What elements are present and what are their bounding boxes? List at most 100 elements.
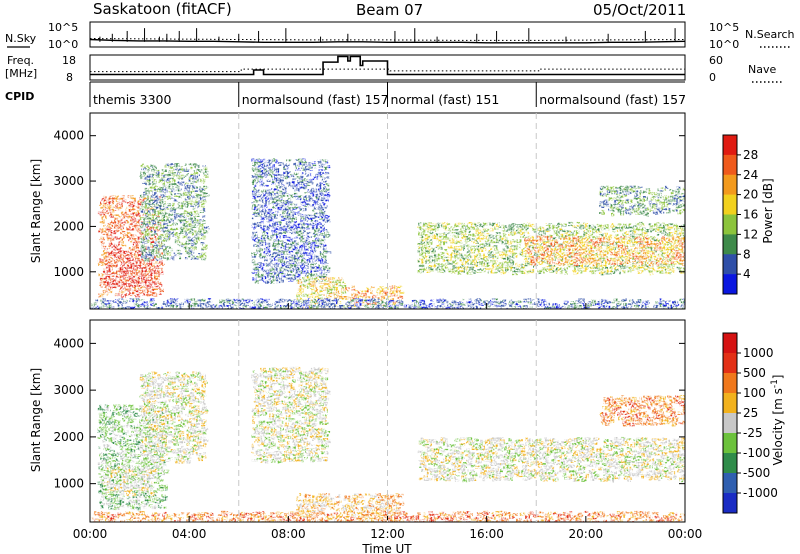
heatmap-cell [179,256,182,260]
heatmap-cell [382,296,386,299]
heatmap-cell [538,258,544,261]
heatmap-cell [157,253,161,256]
heatmap-cell [623,267,627,270]
heatmap-cell [621,269,627,272]
heatmap-cell [619,249,623,254]
heatmap-cell [130,252,133,256]
heatmap-cell [113,244,118,248]
heatmap-cell [301,226,305,230]
heatmap-cell [477,222,480,225]
heatmap-cell [294,159,300,161]
heatmap-cell [515,262,518,267]
heatmap-cell [565,230,570,233]
heatmap-cell [327,284,333,289]
heatmap-cell [273,249,279,251]
heatmap-cell [154,276,160,281]
heatmap-cell [299,182,302,185]
heatmap-cell [323,279,328,283]
heatmap-cell [472,258,476,261]
heatmap-cell [193,170,196,172]
heatmap-cell [427,229,431,233]
heatmap-cell [571,251,574,254]
heatmap-cell [172,222,178,226]
heatmap-cell [356,293,362,296]
heatmap-cell [321,159,328,163]
heatmap-cell [519,228,522,232]
heatmap-cell [516,267,520,270]
heatmap-cell [308,204,313,207]
heatmap-cell [119,226,124,229]
heatmap-cell [126,202,130,204]
heatmap-cell [297,279,303,282]
heatmap-cell [552,257,557,260]
heatmap-cell [665,254,669,257]
heatmap-cell [114,196,117,201]
heatmap-cell [625,190,630,195]
heatmap-cell [113,199,119,202]
heatmap-cell [292,185,296,190]
heatmap-cell [120,221,126,225]
heatmap-cell [100,237,104,240]
heatmap-cell [118,270,124,273]
heatmap-cell [201,220,206,224]
heatmap-cell [187,239,194,244]
heatmap-cell [288,252,291,255]
heatmap-cell [311,266,317,270]
heatmap-cell [273,270,279,273]
heatmap-cell [568,259,573,262]
heatmap-cell [319,259,325,262]
heatmap-cell [183,226,187,231]
heatmap-cell [129,216,135,219]
heatmap-cell [423,255,430,258]
heatmap-cell [503,234,507,238]
heatmap-cell [308,189,313,193]
heatmap-cell [464,226,468,231]
heatmap-cell [324,172,330,175]
heatmap-cell [461,234,466,238]
heatmap-cell [183,212,188,215]
heatmap-cell [547,256,551,260]
heatmap-cell [366,296,372,301]
heatmap-cell [141,241,148,244]
heatmap-cell [307,223,313,226]
heatmap-cell [106,282,113,286]
heatmap-cell [341,291,347,294]
heatmap-cell [545,236,549,238]
heatmap-cell [277,258,283,262]
heatmap-cell [656,196,659,199]
heatmap-cell [159,263,165,267]
heatmap-cell [164,196,170,199]
heatmap-cell [143,281,148,284]
heatmap-cell [145,192,150,195]
heatmap-cell [440,237,444,240]
heatmap-cell [537,269,544,273]
heatmap-cell [313,207,319,210]
heatmap-cell [126,263,130,266]
heatmap-cell [638,264,645,269]
heatmap-cell [170,170,174,173]
heatmap-cell [289,268,295,271]
heatmap-cell [269,167,273,170]
heatmap-cell [392,301,397,304]
heatmap-cell [276,273,283,276]
heatmap-cell [675,206,680,210]
heatmap-cell [662,237,668,240]
heatmap-cell [488,267,494,270]
heatmap-cell [341,279,344,283]
heatmap-cell [256,222,262,224]
heatmap-cell [632,248,637,251]
heatmap-cell [110,208,115,213]
heatmap-cell [272,216,278,219]
heatmap-cell [190,252,193,257]
heatmap-cell [437,255,444,259]
heatmap-cell [151,233,158,235]
heatmap-cell [612,230,616,233]
heatmap-cell [555,231,560,235]
heatmap-cell [609,266,616,270]
heatmap-cell [616,237,620,242]
heatmap-cell [625,261,630,264]
heatmap-cell [304,239,310,243]
heatmap-cell [142,293,145,296]
heatmap-cell [301,172,305,175]
heatmap-cell [324,176,330,179]
